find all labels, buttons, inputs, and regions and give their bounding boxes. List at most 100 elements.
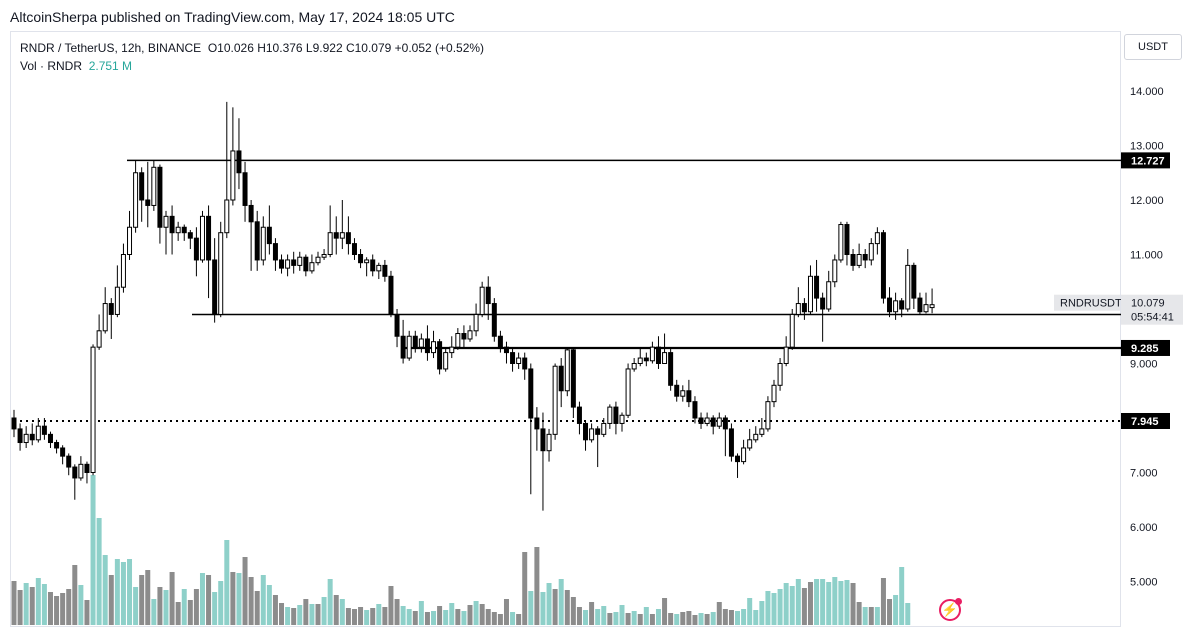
volume-bar (589, 602, 595, 625)
price-axis[interactable] (1121, 31, 1200, 628)
volume-bar (364, 610, 370, 625)
candle-body (431, 341, 437, 354)
volume-bar (631, 611, 637, 625)
candle-body (820, 297, 826, 310)
currency-button[interactable]: USDT (1124, 34, 1182, 60)
candle-body (692, 401, 698, 419)
symbol-tag-box (1054, 294, 1120, 311)
chart-frame[interactable] (10, 31, 1121, 627)
volume-bar (461, 611, 467, 625)
volume-bar (455, 609, 461, 625)
candle-body (321, 254, 327, 258)
symbol-tag: RNDRUSDT (1060, 298, 1122, 310)
candle-body (248, 204, 254, 223)
candle-body (710, 417, 716, 427)
candle-body (807, 275, 813, 313)
candle-body (735, 455, 741, 463)
candle-body (47, 433, 53, 444)
symbol-label[interactable]: RNDR / TetherUS, 12h, BINANCE (20, 41, 202, 55)
candle-body (84, 463, 90, 474)
candle-body (455, 333, 461, 348)
volume-bar (382, 607, 388, 625)
candle-body (923, 304, 929, 313)
volume-bar (503, 599, 509, 625)
level-label-box (1121, 339, 1170, 356)
candle-body (175, 226, 181, 234)
candle-body (637, 357, 643, 364)
candle-body (90, 346, 96, 473)
volume-bar (467, 605, 473, 625)
candle-body (169, 215, 175, 234)
volume-bar (485, 609, 491, 625)
volume-bar (625, 613, 631, 625)
volume-label[interactable]: Vol · RNDR (20, 59, 83, 73)
volume-bar (297, 605, 303, 625)
volume-bar (358, 607, 364, 625)
volume-bar (303, 599, 309, 625)
candle-body (66, 455, 72, 468)
candle-body (929, 304, 935, 309)
publish-info: AltcoinSherpa published on TradingView.c… (10, 9, 455, 25)
volume-bar (388, 586, 394, 625)
volume-bar (218, 581, 224, 625)
axis-tick-label: 5.000 (1130, 577, 1158, 589)
volume-bar (783, 583, 789, 625)
volume-bar (181, 589, 187, 625)
candle-body (449, 346, 455, 354)
candle-body (838, 224, 844, 261)
candle-body (619, 414, 625, 424)
volume-bar (102, 555, 108, 625)
candle-body (303, 256, 309, 272)
candle-body (905, 264, 911, 310)
volume-bar (327, 579, 333, 625)
candle-body (400, 335, 406, 359)
candle-body (364, 259, 370, 264)
volume-bar (114, 559, 120, 625)
candle-body (607, 406, 613, 424)
candle-body (193, 237, 199, 261)
candle-body (309, 262, 315, 272)
candle-body (880, 232, 886, 299)
volume-bar (497, 614, 503, 625)
candle-body (491, 303, 497, 337)
candle-body (206, 215, 212, 261)
lightning-icon[interactable]: ⚡ (939, 598, 962, 621)
volume-bar (139, 575, 145, 625)
volume-bar (668, 613, 674, 625)
volume-bar (704, 614, 710, 625)
candle-body (589, 428, 595, 441)
candle-body (327, 232, 333, 255)
axis-tick-label: 14.000 (1130, 86, 1164, 98)
volume-bar (321, 597, 327, 625)
candle-body (771, 384, 777, 403)
candle-body (17, 428, 23, 444)
volume-bar (29, 587, 35, 625)
volume-bar (370, 608, 376, 625)
candle-body (412, 335, 418, 348)
candle-body (102, 303, 108, 332)
candle-body (96, 330, 102, 348)
candle-body (394, 313, 400, 337)
candle-body (534, 417, 540, 430)
candle-body (686, 390, 692, 403)
candle-body (601, 422, 607, 435)
candle-body (783, 346, 789, 364)
volume-bar (169, 572, 175, 625)
candle-body (315, 256, 321, 264)
candle-body (911, 264, 917, 299)
candle-body (674, 384, 680, 397)
candle-body (874, 232, 880, 245)
candle-body (285, 259, 291, 269)
candle-body (595, 428, 601, 435)
volume-bar (291, 608, 297, 625)
candle-body (832, 259, 838, 283)
volume-bar (333, 595, 339, 625)
candle-body (887, 297, 893, 313)
level-label: 12.727 (1131, 155, 1165, 167)
volume-bar (60, 593, 66, 625)
candle-body (376, 264, 382, 272)
candle-body (133, 172, 139, 228)
volume-bar (534, 547, 540, 625)
volume-bar (674, 614, 680, 625)
